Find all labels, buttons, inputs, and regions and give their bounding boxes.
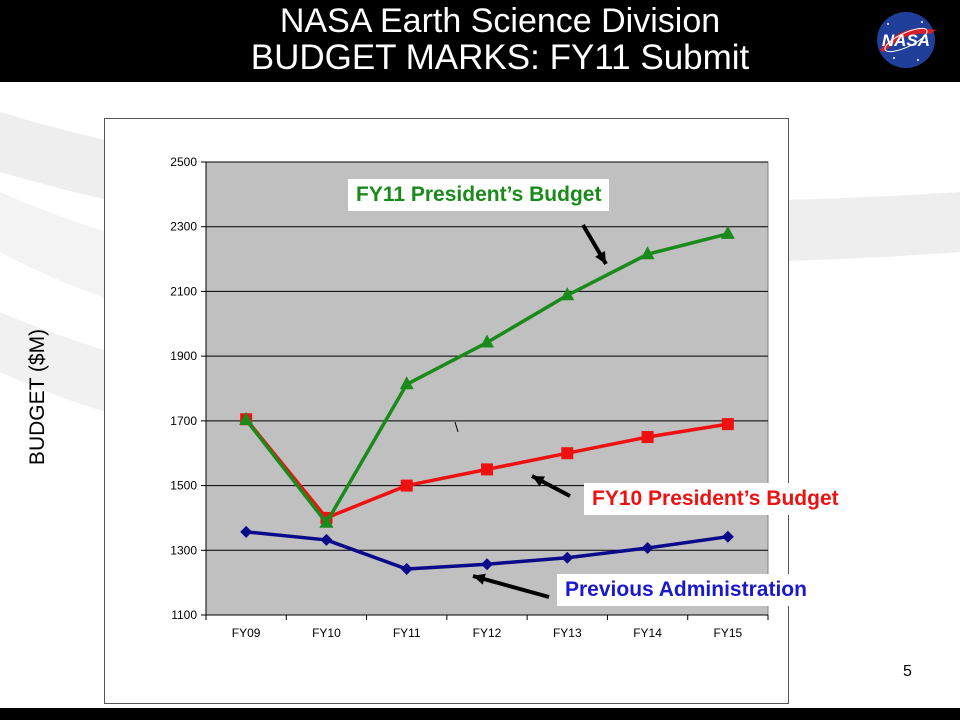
data-point [561, 551, 574, 564]
data-point [641, 431, 654, 444]
data-point [640, 246, 655, 260]
y-tick-label: 2500 [170, 155, 197, 169]
data-point [561, 447, 574, 460]
data-point [320, 533, 333, 546]
x-tick-label: FY10 [312, 626, 341, 640]
y-tick-label: 1300 [170, 543, 197, 557]
y-tick-label: 1700 [170, 414, 197, 428]
x-tick-label: FY15 [714, 626, 743, 640]
previous-arrow [472, 574, 550, 599]
nasa-logo-text: NASA [882, 31, 930, 50]
data-point [399, 376, 414, 390]
data-point [721, 418, 734, 431]
y-tick-label: 1900 [170, 349, 197, 363]
data-point [721, 530, 734, 543]
data-point [481, 463, 493, 476]
x-tick-label: FY09 [232, 626, 261, 640]
data-point [319, 514, 334, 528]
y-tick-label: 2300 [170, 220, 197, 234]
previous-arrow-head [473, 573, 486, 585]
page-number: 5 [903, 663, 912, 680]
y-tick-label: 2100 [170, 284, 197, 298]
slide-title-line-2: BUDGET MARKS: FY11 Submit [250, 38, 750, 77]
plot-area [205, 161, 769, 616]
x-tick-label: FY14 [633, 626, 662, 640]
data-point [400, 479, 413, 492]
data-point [400, 563, 413, 576]
data-point [560, 287, 575, 301]
x-tick-label: FY11 [393, 626, 421, 640]
data-point [480, 334, 494, 348]
fy11-arrow-head [595, 251, 606, 264]
fy10-arrow-head [532, 476, 545, 487]
data-point [720, 225, 735, 239]
data-point [240, 525, 253, 538]
fy10-callout: FY10 President’s Budget [584, 483, 847, 515]
x-tick-label: FY12 [473, 626, 502, 640]
data-point [481, 558, 493, 571]
y-tick-label: 1100 [171, 608, 197, 622]
stray-mark [454, 421, 459, 433]
y-tick-label: 1500 [170, 479, 197, 493]
data-point [641, 542, 654, 555]
data-point [239, 411, 254, 425]
fy11-callout: FY11 President’s Budget [348, 179, 610, 211]
y-axis-label: BUDGET ($M) [26, 328, 49, 466]
x-tick-label: FY13 [553, 626, 582, 640]
footer-bar [0, 708, 960, 720]
nasa-logo: NASA [877, 12, 936, 68]
title-bar: NASA Earth Science Division BUDGET MARKS… [0, 0, 960, 82]
previous-callout: Previous Administration [557, 574, 815, 606]
slide-title-line-1: NASA Earth Science Division [279, 2, 721, 40]
